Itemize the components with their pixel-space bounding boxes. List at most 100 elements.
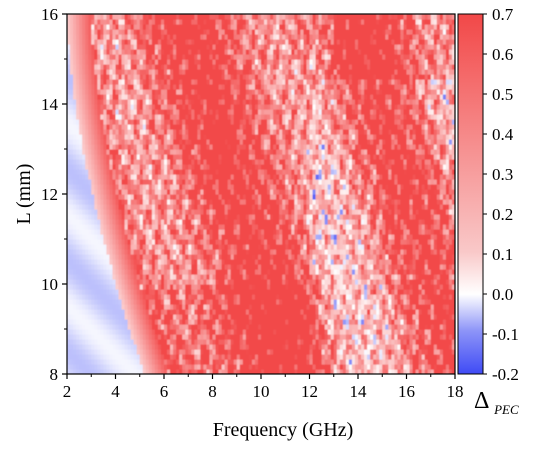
heatmap-cell [312,354,317,360]
heatmap-cell [100,234,104,240]
heatmap-cell [224,324,229,330]
heatmap-cell [415,324,420,330]
heatmap-cell [418,209,423,215]
heatmap-cell [373,269,377,275]
heatmap-cell [121,304,126,310]
heatmap-cell [354,194,359,200]
heatmap-cell [70,224,74,230]
heatmap-cell [115,184,120,190]
heatmap-cell [106,249,111,255]
heatmap-cell [397,219,402,225]
heatmap-cell [194,229,198,235]
heatmap-cell [73,224,77,230]
heatmap-cell [330,209,335,215]
heatmap-cell [370,234,374,240]
heatmap-cell [200,259,205,265]
heatmap-cell [267,279,271,285]
heatmap-cell [451,319,455,325]
heatmap-cell [121,194,126,200]
heatmap-cell [412,329,417,335]
heatmap-cell [345,304,350,310]
heatmap-cell [409,279,414,285]
heatmap-cell [364,179,368,185]
heatmap-cell [427,234,432,240]
heatmap-cell [427,229,432,235]
heatmap-cell [118,199,123,205]
heatmap-cell [97,279,101,285]
heatmap-cell [351,344,356,350]
heatmap-cell [451,284,455,290]
heatmap-cell [103,209,108,215]
heatmap-cell [176,354,180,360]
heatmap-cell [267,334,271,340]
heatmap-cell [312,334,317,340]
heatmap-cell [179,314,183,320]
heatmap-cell [385,249,389,255]
heatmap-cell [170,324,174,330]
heatmap-cell [254,349,259,355]
heatmap-cell [127,349,132,355]
heatmap-cell [270,249,274,255]
heatmap-cell [264,204,268,210]
heatmap-cell [336,219,341,225]
heatmap-cell [145,224,150,230]
heatmap-cell [142,324,147,330]
heatmap-cell [361,259,365,265]
heatmap-cell [239,269,244,275]
heatmap-cell [270,219,274,225]
heatmap-cell [239,364,244,370]
heatmap-cell [191,309,195,315]
heatmap-cell [124,259,129,265]
heatmap-cell [257,199,262,205]
heatmap-cell [303,354,308,360]
heatmap-cell [361,289,365,295]
heatmap-cell [297,329,302,335]
heatmap-cell [318,274,323,280]
heatmap-cell [151,219,156,225]
heatmap-cell [409,354,414,360]
heatmap-cell [88,304,92,310]
heatmap-cell [451,254,455,260]
heatmap-cell [236,214,241,220]
heatmap-cell [309,189,314,195]
heatmap-cell [209,254,214,260]
heatmap-cell [391,229,395,235]
heatmap-cell [97,209,101,215]
heatmap-cell [254,314,259,320]
heatmap-cell [164,314,168,320]
heatmap-cell [82,359,86,365]
heatmap-cell [382,254,386,260]
heatmap-cell [442,344,447,350]
heatmap-cell [388,329,392,335]
heatmap-cell [376,304,380,310]
heatmap-cell [385,279,389,285]
heatmap-cell [436,189,441,195]
heatmap-cell [406,234,411,240]
heatmap-cell [433,219,438,225]
heatmap-cell [115,244,120,250]
heatmap-cell [230,249,235,255]
heatmap-cell [330,329,335,335]
heatmap-cell [373,354,377,360]
heatmap-cell [451,314,455,320]
heatmap-cell [151,359,156,365]
heatmap-cell [245,294,250,300]
heatmap-cell [230,304,235,310]
heatmap-cell [358,184,362,190]
heatmap-cell [336,209,341,215]
heatmap-cell [245,319,250,325]
heatmap-cell [324,329,329,335]
heatmap-cell [264,189,268,195]
heatmap-cell [339,219,344,225]
heatmap-cell [394,309,399,315]
heatmap-cell [239,214,244,220]
heatmap-cell [294,304,298,310]
heatmap-cell [209,279,214,285]
heatmap-cell [133,314,138,320]
heatmap-cell [306,359,311,365]
heatmap-cell [439,204,444,210]
heatmap-cell [164,359,168,365]
heatmap-cell [239,304,244,310]
heatmap-cell [97,344,101,350]
heatmap-cell [233,319,238,325]
